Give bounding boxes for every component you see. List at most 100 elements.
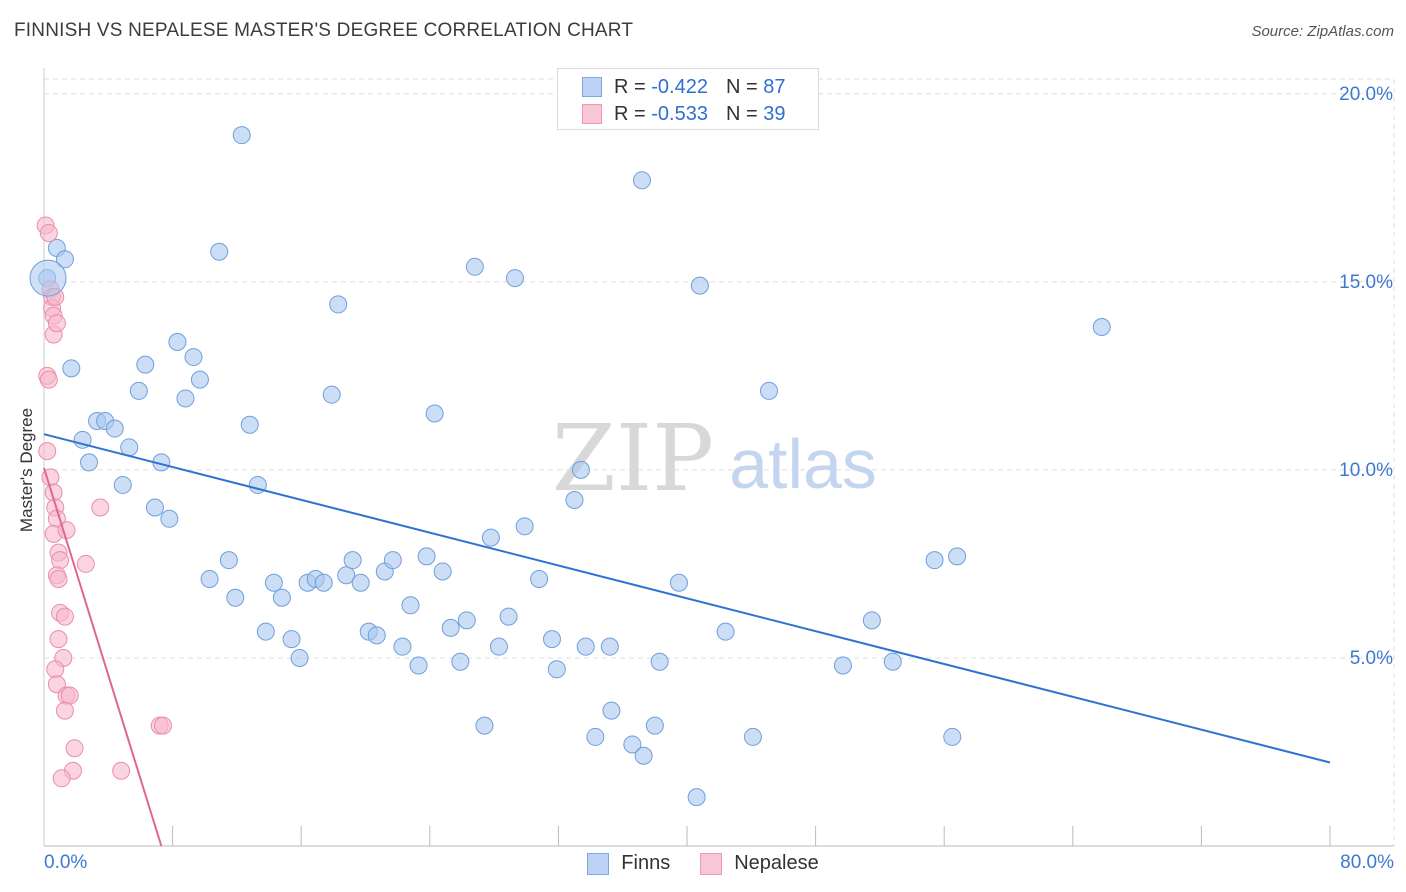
legend-item-finns[interactable]: Finns	[587, 852, 670, 875]
finns-point	[120, 438, 139, 457]
finns-point-large	[29, 259, 67, 297]
trend-layer	[43, 433, 1331, 847]
nepalese-point	[55, 607, 74, 626]
finns-point	[547, 660, 566, 679]
x-tick-label-min: 0.0%	[44, 852, 88, 873]
nepalese-point	[47, 314, 66, 333]
nepalese-swatch	[582, 104, 602, 124]
legend-r-label: R =	[614, 75, 646, 98]
finns-legend-swatch	[587, 852, 610, 875]
finns-legend-label: Finns	[621, 852, 671, 874]
axis-layer	[43, 68, 1394, 847]
nepalese-point	[39, 223, 58, 242]
finns-point	[190, 370, 209, 389]
nepalese-point	[51, 551, 70, 570]
finns-point	[105, 419, 124, 438]
y-tick-label: 20.0%	[1339, 84, 1393, 105]
y-tick-label: 10.0%	[1339, 460, 1393, 481]
x-tick-label-max: 80.0%	[1340, 852, 1394, 873]
legend-n-value: 39	[763, 102, 786, 125]
finns-point	[759, 381, 778, 400]
finns-point	[576, 637, 595, 656]
finns-point	[833, 656, 852, 675]
watermark-atlas: atlas	[729, 425, 877, 503]
finns-point	[240, 415, 259, 434]
finns-point	[515, 517, 534, 536]
finns-point	[623, 735, 642, 754]
finns-point	[176, 389, 195, 408]
finns-point	[329, 295, 348, 314]
finns-point	[401, 596, 420, 615]
finns-point	[393, 637, 412, 656]
finns-point	[1092, 317, 1111, 336]
finns-point	[716, 622, 735, 641]
finns-point	[925, 551, 944, 570]
finns-trendline	[43, 433, 1331, 764]
legend-row-finns: R = -0.422 N = 87	[582, 75, 785, 99]
finns-point	[489, 637, 508, 656]
finns-point	[530, 569, 549, 588]
nepalese-point	[112, 761, 131, 780]
finns-point	[383, 551, 402, 570]
source-label: Source: ZipAtlas.com	[1251, 23, 1394, 40]
nepalese-point	[76, 554, 95, 573]
finns-point	[632, 171, 651, 190]
watermark: ZIP atlas	[552, 405, 877, 512]
legend-r-label: R =	[614, 102, 646, 125]
legend-n-label: N =	[725, 75, 758, 98]
legend-r-value: -0.533	[651, 102, 708, 125]
finns-point	[883, 652, 902, 671]
finns-point	[62, 359, 81, 378]
finns-point	[80, 453, 99, 472]
finns-point	[602, 701, 621, 720]
finns-point	[129, 381, 148, 400]
finns-point	[351, 573, 370, 592]
finns-point	[743, 727, 762, 746]
y-tick-label: 15.0%	[1339, 272, 1393, 293]
finns-point	[586, 727, 605, 746]
finns-point	[943, 727, 962, 746]
finns-point	[264, 573, 283, 592]
finns-swatch	[582, 77, 602, 97]
finns-point	[113, 475, 132, 494]
legend-item-nepalese[interactable]: Nepalese	[700, 852, 819, 875]
finns-point	[367, 626, 386, 645]
finns-point	[433, 562, 452, 581]
finns-point	[417, 547, 436, 566]
finns-point	[645, 716, 664, 735]
finns-point	[226, 588, 245, 607]
finns-point	[55, 250, 74, 269]
finns-point	[219, 551, 238, 570]
nepalese-point	[91, 498, 110, 517]
nepalese-point	[55, 701, 74, 720]
finns-point	[425, 404, 444, 423]
finns-point	[282, 630, 301, 649]
finns-point	[542, 630, 561, 649]
finns-point	[505, 269, 524, 288]
finns-point	[690, 276, 709, 295]
finns-point	[200, 569, 219, 588]
nepalese-point	[49, 630, 68, 649]
finns-point	[457, 611, 476, 630]
legend-n-value: 87	[763, 75, 786, 98]
legend-r-value: -0.422	[651, 75, 708, 98]
nepalese-legend-label: Nepalese	[734, 852, 819, 874]
nepalese-trendline	[43, 467, 163, 847]
finns-point	[862, 611, 881, 630]
finns-point	[669, 573, 688, 592]
nepalese-point	[153, 716, 172, 735]
y-tick-label: 5.0%	[1350, 648, 1393, 669]
finns-point	[600, 637, 619, 656]
finns-point	[343, 551, 362, 570]
finns-point	[441, 618, 460, 637]
chart-title: FINNISH VS NEPALESE MASTER'S DEGREE CORR…	[14, 20, 634, 41]
finns-point	[499, 607, 518, 626]
finns-point	[210, 242, 229, 261]
finns-point	[571, 460, 590, 479]
finns-point	[184, 348, 203, 367]
finns-point	[565, 490, 584, 509]
finns-point	[73, 430, 92, 449]
finns-point	[481, 528, 500, 547]
points-layer	[29, 126, 1111, 807]
